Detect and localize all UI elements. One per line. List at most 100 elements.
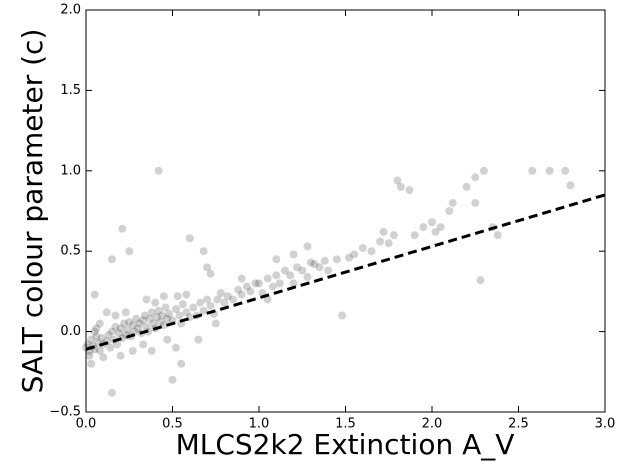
- data-point: [194, 335, 203, 344]
- data-point: [171, 343, 180, 352]
- data-point: [142, 322, 151, 331]
- data-point: [125, 317, 134, 326]
- data-point: [123, 325, 132, 334]
- data-point: [298, 266, 307, 275]
- data-point: [196, 298, 205, 307]
- data-point: [242, 282, 251, 291]
- data-point: [156, 317, 165, 326]
- data-point: [344, 253, 353, 262]
- y-tick-label: 0.5: [60, 244, 81, 259]
- data-point: [90, 290, 99, 299]
- data-point: [102, 308, 111, 317]
- data-point: [234, 285, 243, 294]
- data-point: [173, 292, 182, 301]
- data-point: [151, 298, 160, 307]
- data-point: [545, 166, 554, 175]
- data-point: [405, 186, 414, 195]
- data-point: [140, 311, 149, 320]
- data-point: [471, 173, 480, 182]
- data-point: [163, 314, 172, 323]
- data-point: [410, 231, 419, 240]
- data-point: [315, 263, 324, 272]
- data-point: [203, 295, 212, 304]
- data-point: [149, 319, 158, 328]
- y-tick-label: 0.0: [60, 324, 81, 339]
- data-point: [168, 375, 177, 384]
- data-point: [462, 182, 471, 191]
- data-point: [114, 329, 123, 338]
- data-point: [152, 313, 161, 322]
- x-tick-label: 1.5: [335, 417, 356, 432]
- data-point: [147, 346, 156, 355]
- x-tick-label: 3.0: [595, 417, 616, 432]
- data-point: [376, 237, 385, 246]
- data-point: [220, 298, 229, 307]
- data-point: [132, 314, 141, 323]
- data-point: [275, 279, 284, 288]
- data-point: [268, 282, 277, 291]
- data-point: [306, 258, 315, 267]
- data-point: [107, 255, 116, 264]
- data-point: [120, 319, 129, 328]
- data-point: [229, 295, 238, 304]
- data-point: [189, 303, 198, 312]
- data-point: [199, 247, 208, 256]
- y-tick-label: 1.0: [60, 163, 81, 178]
- data-point: [95, 346, 104, 355]
- data-point: [121, 308, 130, 317]
- fit-line: [85, 193, 606, 351]
- data-point: [177, 359, 186, 368]
- data-point: [448, 198, 457, 207]
- data-point: [87, 359, 96, 368]
- data-point: [528, 166, 537, 175]
- data-point: [203, 263, 212, 272]
- data-point: [286, 271, 295, 280]
- data-point: [206, 269, 215, 278]
- data-point: [310, 260, 319, 269]
- data-point: [111, 322, 120, 331]
- data-point: [139, 340, 148, 349]
- data-point: [303, 272, 312, 281]
- data-point: [128, 346, 137, 355]
- data-point: [104, 330, 113, 339]
- data-point: [116, 324, 125, 333]
- data-point: [97, 334, 106, 343]
- data-point: [389, 231, 398, 240]
- x-tick-label: 2.0: [422, 417, 443, 432]
- data-point: [358, 243, 367, 252]
- data-point: [111, 311, 120, 320]
- data-point: [431, 227, 440, 236]
- data-point: [320, 256, 329, 265]
- data-point: [246, 287, 255, 296]
- data-point: [396, 182, 405, 191]
- data-point: [293, 263, 302, 272]
- data-point: [211, 319, 220, 328]
- data-point: [216, 289, 225, 298]
- data-point: [125, 247, 134, 256]
- data-point: [135, 319, 144, 328]
- data-point: [237, 274, 246, 283]
- data-point: [178, 300, 187, 309]
- plot-frame: [85, 9, 606, 413]
- data-point: [263, 295, 272, 304]
- data-point: [147, 308, 156, 317]
- data-point: [92, 332, 101, 341]
- data-point: [95, 319, 104, 328]
- data-point: [384, 239, 393, 248]
- y-tick-label: −0.5: [49, 405, 81, 420]
- data-point: [92, 324, 101, 333]
- y-axis-label: SALT colour parameter (c): [16, 29, 49, 394]
- data-point: [85, 351, 94, 360]
- data-point: [263, 274, 272, 283]
- data-point: [223, 292, 232, 301]
- data-point: [185, 234, 194, 243]
- data-point: [566, 181, 575, 190]
- y-tick-label: 2.0: [60, 3, 81, 18]
- y-tick-label: 1.5: [60, 83, 81, 98]
- data-point: [350, 250, 359, 259]
- data-point: [379, 227, 388, 236]
- data-point: [445, 207, 454, 215]
- x-tick-label: 0.0: [76, 417, 97, 432]
- data-point: [471, 198, 480, 207]
